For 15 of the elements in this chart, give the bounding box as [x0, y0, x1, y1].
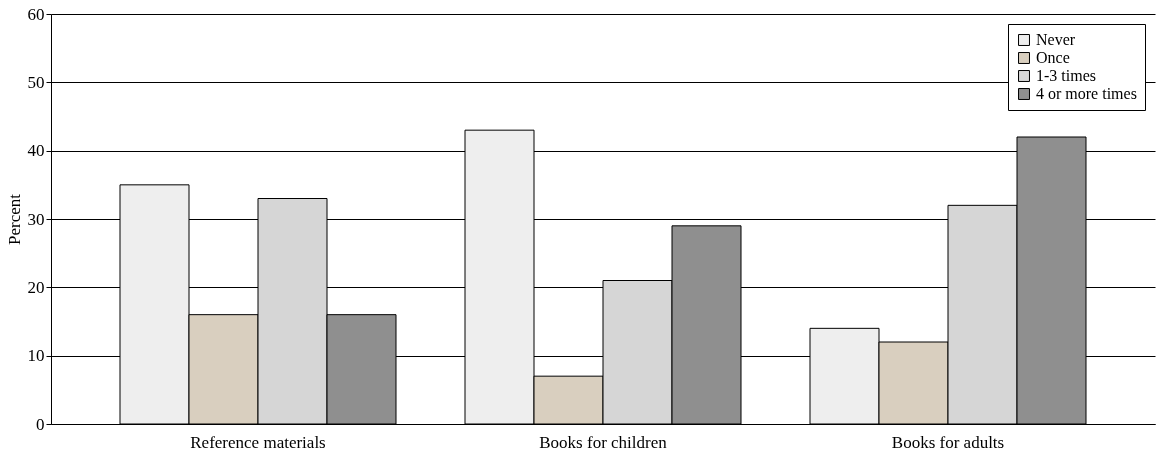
y-axis-title: Percent — [4, 193, 24, 245]
x-tick-label: Books for adults — [891, 432, 1005, 452]
y-tick-label: 20 — [27, 277, 45, 297]
legend-label: Never — [1036, 31, 1076, 48]
legend-label: 1-3 times — [1036, 67, 1096, 84]
x-tick-label: Books for children — [539, 432, 668, 452]
y-tick-label: 30 — [27, 209, 45, 229]
y-tick-label: 60 — [27, 4, 45, 24]
y-tick-label: 50 — [27, 72, 45, 92]
y-tick-label: 0 — [36, 414, 45, 434]
x-tick-label: Reference materials — [190, 432, 326, 452]
legend-label: 4 or more times — [1036, 85, 1137, 102]
y-tick-label: 10 — [27, 346, 45, 366]
y-tick-label: 40 — [27, 141, 45, 161]
legend-label: Once — [1036, 49, 1070, 66]
